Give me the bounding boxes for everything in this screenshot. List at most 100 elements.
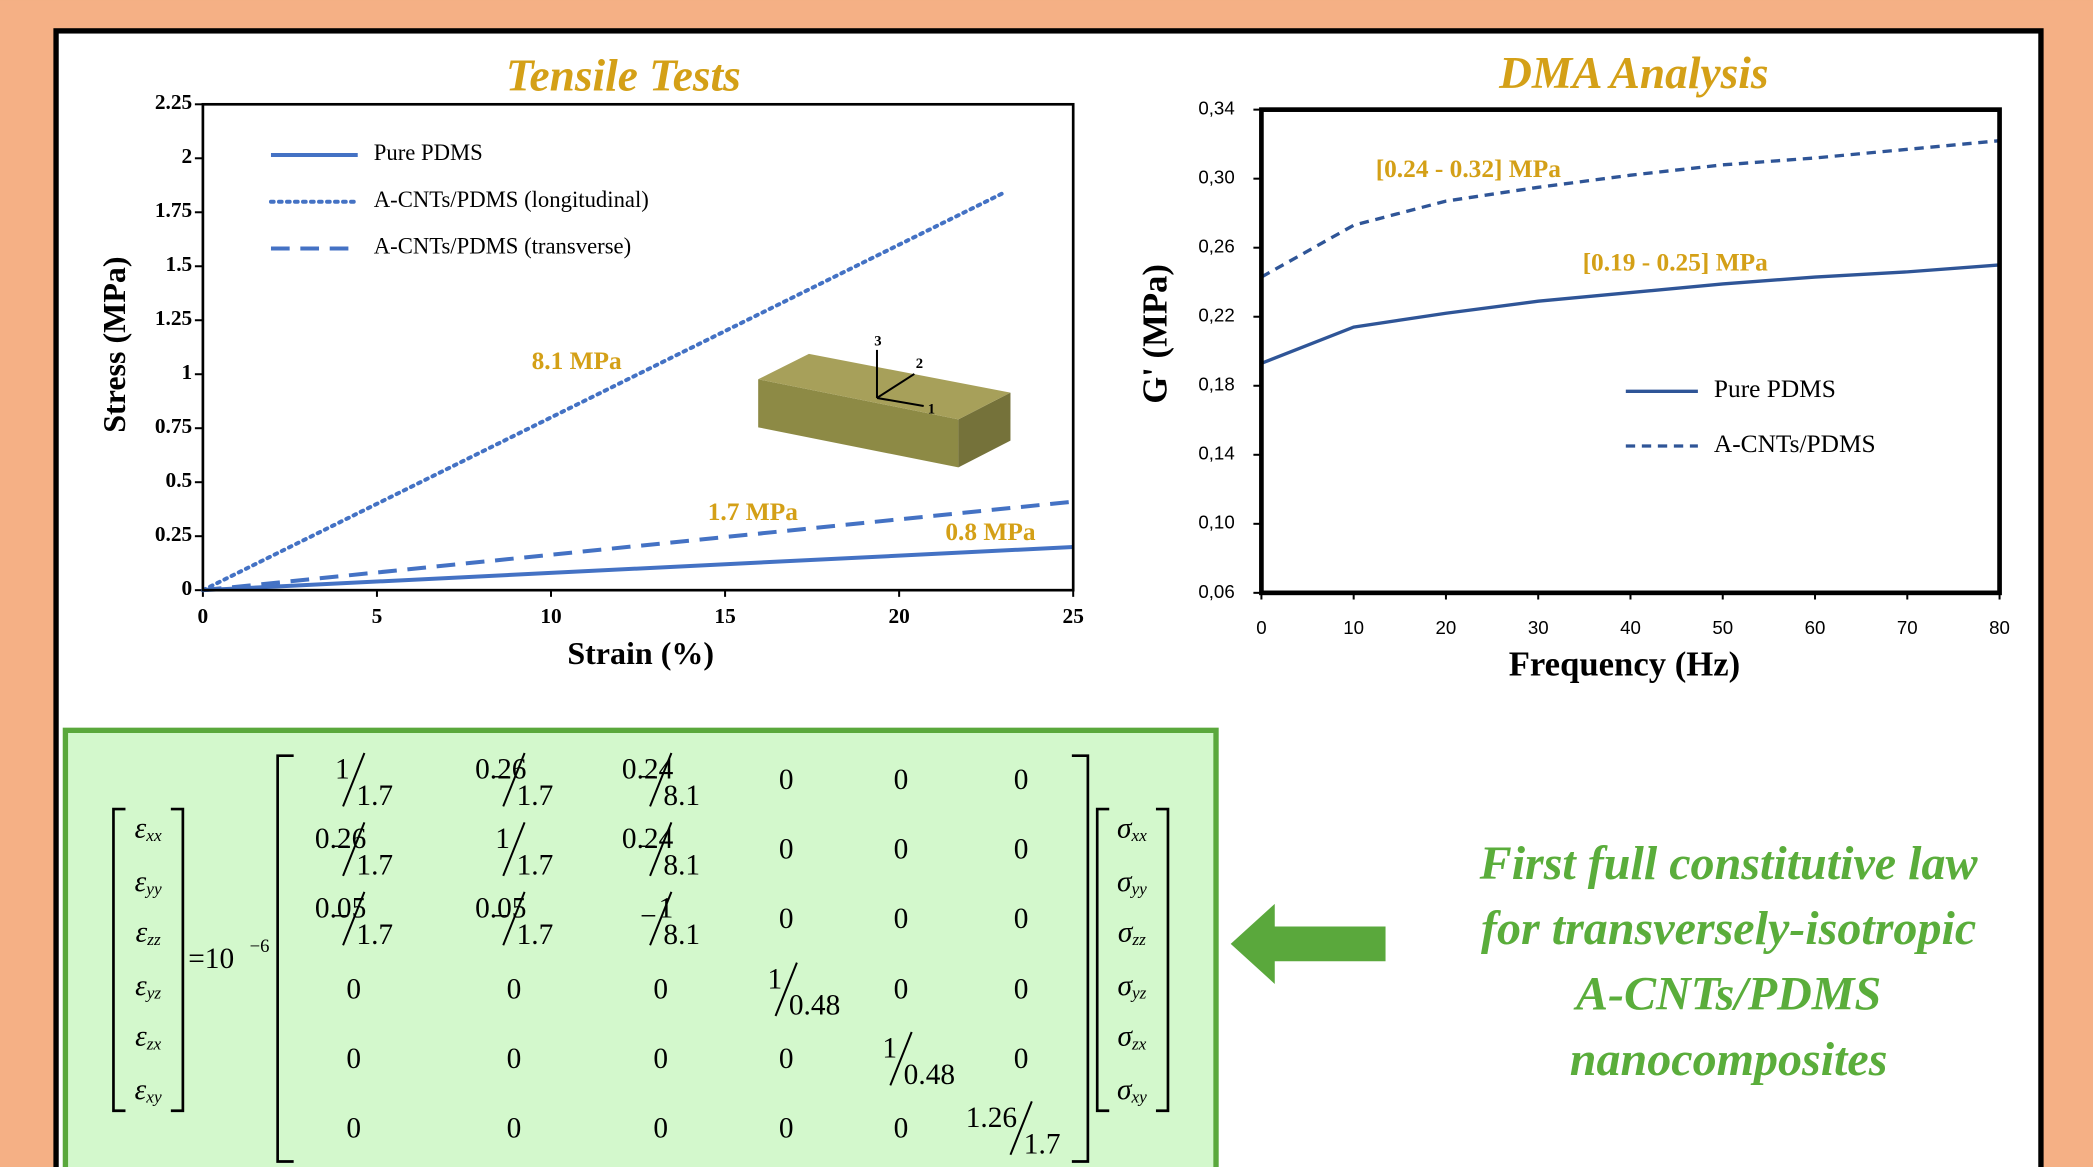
annotation: [0.24 - 0.32] MPa bbox=[1376, 155, 1562, 183]
x-tick-label: 60 bbox=[1805, 617, 1826, 638]
matrix-entry: 0 bbox=[894, 834, 909, 866]
vector-subscript: yz bbox=[145, 984, 162, 1003]
inset-axis-label: 1 bbox=[928, 401, 935, 417]
matrix-entry: 0 bbox=[779, 903, 794, 935]
y-tick-label: 0 bbox=[182, 576, 193, 600]
matrix-entry: 0 bbox=[653, 1113, 668, 1145]
tagline: for transversely-isotropic bbox=[1481, 902, 1976, 955]
fraction-denominator: 1.7 bbox=[1024, 1129, 1061, 1161]
fraction-numerator: 1 bbox=[335, 753, 350, 785]
vector-subscript: xx bbox=[1130, 826, 1147, 845]
x-tick-label: 5 bbox=[372, 604, 383, 628]
matrix-entry: 0 bbox=[653, 974, 668, 1006]
equation-exponent: −6 bbox=[250, 936, 270, 957]
legend-label: Pure PDMS bbox=[374, 140, 483, 165]
legend-label: A-CNTs/PDMS (transverse) bbox=[374, 234, 631, 259]
matrix-entry: 0 bbox=[779, 1113, 794, 1145]
vector-subscript: zx bbox=[146, 1034, 162, 1053]
x-tick-label: 70 bbox=[1897, 617, 1918, 638]
vector-symbol: ε bbox=[135, 1074, 147, 1106]
matrix-entry: 0 bbox=[507, 1113, 522, 1145]
annotation: 8.1 MPa bbox=[532, 347, 622, 375]
fraction-denominator: 0.48 bbox=[789, 990, 840, 1022]
tagline: First full constitutive law bbox=[1479, 837, 1979, 890]
fraction-denominator: 1.7 bbox=[356, 919, 393, 951]
fraction-denominator: 8.1 bbox=[663, 780, 700, 812]
annotation: 0.8 MPa bbox=[945, 518, 1035, 546]
x-tick-label: 0 bbox=[198, 604, 209, 628]
y-tick-label: 1.25 bbox=[155, 306, 192, 330]
y-tick-label: 0.5 bbox=[166, 468, 193, 492]
matrix-entry: 0 bbox=[1014, 1043, 1029, 1075]
fraction-denominator: 1.7 bbox=[356, 850, 393, 882]
matrix-entry: 0 bbox=[1014, 903, 1029, 935]
fraction-numerator: 1 bbox=[495, 823, 510, 855]
matrix-entry: 0 bbox=[346, 1113, 361, 1145]
x-tick-label: 80 bbox=[1989, 617, 2010, 638]
matrix-entry: 0 bbox=[779, 834, 794, 866]
matrix-entry: 0 bbox=[894, 764, 909, 796]
fraction-numerator: 1.26 bbox=[966, 1102, 1017, 1134]
page: {"chart_data": [ {"type": "line", "title… bbox=[0, 0, 2093, 1167]
vector-subscript: zz bbox=[146, 930, 161, 949]
chart-title: DMA Analysis bbox=[1498, 48, 1768, 98]
y-tick-label: 0,18 bbox=[1198, 374, 1234, 395]
fraction-numerator: 1 bbox=[882, 1032, 897, 1064]
vector-symbol: ε bbox=[135, 866, 147, 898]
vector-symbol: ε bbox=[135, 970, 147, 1002]
vector-subscript: xy bbox=[1130, 1088, 1147, 1107]
x-tick-label: 0 bbox=[1256, 617, 1266, 638]
x-tick-label: 20 bbox=[1436, 617, 1457, 638]
fraction-num: 1 bbox=[882, 1032, 897, 1064]
matrix-entry: 0 bbox=[507, 1043, 522, 1075]
vector-subscript: yz bbox=[1130, 984, 1147, 1003]
x-tick-label: 10 bbox=[540, 604, 561, 628]
fraction-denominator: 8.1 bbox=[663, 850, 700, 882]
matrix-entry: 0 bbox=[894, 903, 909, 935]
y-tick-label: 1 bbox=[182, 360, 193, 384]
x-tick-label: 25 bbox=[1063, 604, 1084, 628]
matrix-entry: 0 bbox=[894, 1113, 909, 1145]
y-tick-label: 0,26 bbox=[1198, 236, 1234, 257]
fraction-numerator: 1 bbox=[768, 963, 783, 995]
vector-symbol: ε bbox=[136, 916, 148, 948]
equation-prefix: =10 bbox=[188, 943, 234, 975]
y-tick-label: 0.25 bbox=[155, 522, 192, 546]
fraction-denominator: 8.1 bbox=[663, 919, 700, 951]
fraction-num: 1 bbox=[495, 823, 510, 855]
equation-box bbox=[65, 730, 1216, 1167]
x-tick-label: 50 bbox=[1712, 617, 1733, 638]
vector-subscript: zz bbox=[1131, 930, 1146, 949]
y-tick-label: 0,30 bbox=[1198, 167, 1234, 188]
y-tick-label: 2.25 bbox=[155, 90, 192, 114]
x-tick-label: 20 bbox=[888, 604, 909, 628]
tagline: A-CNTs/PDMS bbox=[1573, 968, 1881, 1021]
y-tick-label: 0,14 bbox=[1198, 443, 1234, 464]
matrix-entry: 0 bbox=[779, 764, 794, 796]
vector-subscript: yy bbox=[1129, 879, 1147, 898]
vector-subscript: xy bbox=[145, 1088, 162, 1107]
inset-axis-label: 2 bbox=[916, 356, 923, 372]
y-tick-label: 1.5 bbox=[166, 252, 193, 276]
matrix-entry: 0 bbox=[779, 1043, 794, 1075]
fraction-num: 1.26 bbox=[966, 1102, 1017, 1134]
matrix-entry: 0 bbox=[507, 974, 522, 1006]
vector-symbol: ε bbox=[135, 1020, 147, 1052]
x-tick-label: 15 bbox=[714, 604, 735, 628]
matrix-entry: 0 bbox=[346, 1043, 361, 1075]
vector-subscript: zx bbox=[1131, 1034, 1147, 1053]
fraction-denominator: 1.7 bbox=[517, 850, 554, 882]
inset-axis-label: 3 bbox=[874, 333, 881, 349]
matrix-entry: 0 bbox=[1014, 764, 1029, 796]
x-axis-label: Strain (%) bbox=[567, 635, 714, 671]
x-axis-label: Frequency (Hz) bbox=[1509, 645, 1741, 684]
tagline: nanocomposites bbox=[1570, 1033, 1888, 1086]
annotation: [0.19 - 0.25] MPa bbox=[1583, 248, 1769, 276]
vector-subscript: yy bbox=[144, 879, 162, 898]
y-axis-label: G' (MPa) bbox=[1136, 264, 1175, 404]
matrix-entry: 0 bbox=[346, 974, 361, 1006]
matrix-entry: 0 bbox=[1014, 974, 1029, 1006]
y-tick-label: 0.75 bbox=[155, 414, 192, 438]
graphical-abstract: 1 2 3 εxxεyyεzzεyzεzxεxy=10−611.7−0.261.… bbox=[0, 0, 2093, 1167]
x-tick-label: 10 bbox=[1343, 617, 1364, 638]
